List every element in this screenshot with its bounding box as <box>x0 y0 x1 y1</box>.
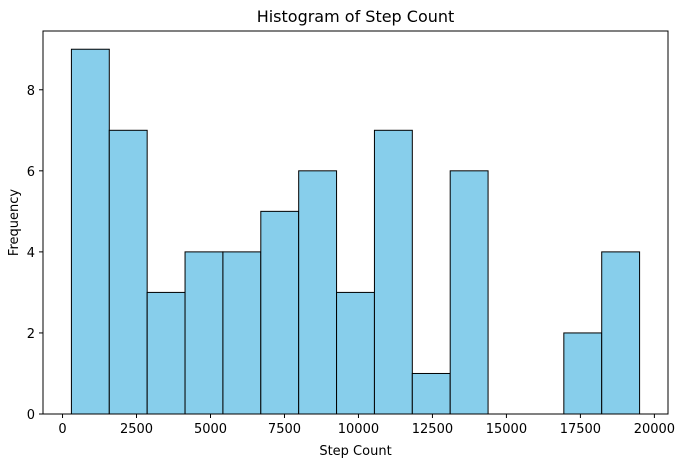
x-tick-label: 20000 <box>634 422 675 437</box>
histogram-bar-5 <box>222 251 262 415</box>
y-tick-label: 0 <box>27 408 35 423</box>
x-tick-label: 2500 <box>120 422 153 437</box>
x-tick-label: 0 <box>58 422 66 437</box>
histogram-bar-3 <box>146 291 186 415</box>
x-tick-label: 7500 <box>268 422 301 437</box>
x-axis-ticks: 0 2500 5000 7500 10000 12500 15000 17500 20000 <box>58 414 675 437</box>
bars-group <box>70 48 641 415</box>
x-tick-label: 10000 <box>338 422 379 437</box>
histogram-bar-10 <box>411 372 451 415</box>
histogram-bar-11 <box>449 170 489 415</box>
x-axis-label: Step Count <box>319 444 391 459</box>
x-tick-label: 17500 <box>560 422 601 437</box>
histogram-bar-2 <box>108 129 148 415</box>
y-axis-label: Frequency <box>7 189 22 256</box>
histogram-bar-4 <box>184 251 224 415</box>
histogram-bar-9 <box>373 129 413 415</box>
histogram-bar-7 <box>298 170 338 415</box>
chart-title: Histogram of Step Count <box>257 7 455 26</box>
x-tick-label: 5000 <box>194 422 227 437</box>
x-tick-label: 12500 <box>412 422 453 437</box>
histogram-bar-15 <box>601 251 641 415</box>
y-axis-ticks: 0 2 4 6 8 <box>27 84 43 423</box>
y-tick-label: 4 <box>27 246 35 261</box>
plot-frame <box>42 30 669 415</box>
histogram-bar-14 <box>563 332 603 415</box>
histogram-bar-6 <box>260 210 300 415</box>
histogram-bar-1 <box>70 48 110 415</box>
y-tick-label: 6 <box>27 165 35 180</box>
x-tick-label: 15000 <box>486 422 527 437</box>
histogram-bar-8 <box>336 291 375 415</box>
y-tick-label: 2 <box>27 327 35 342</box>
y-tick-label: 8 <box>27 84 35 99</box>
